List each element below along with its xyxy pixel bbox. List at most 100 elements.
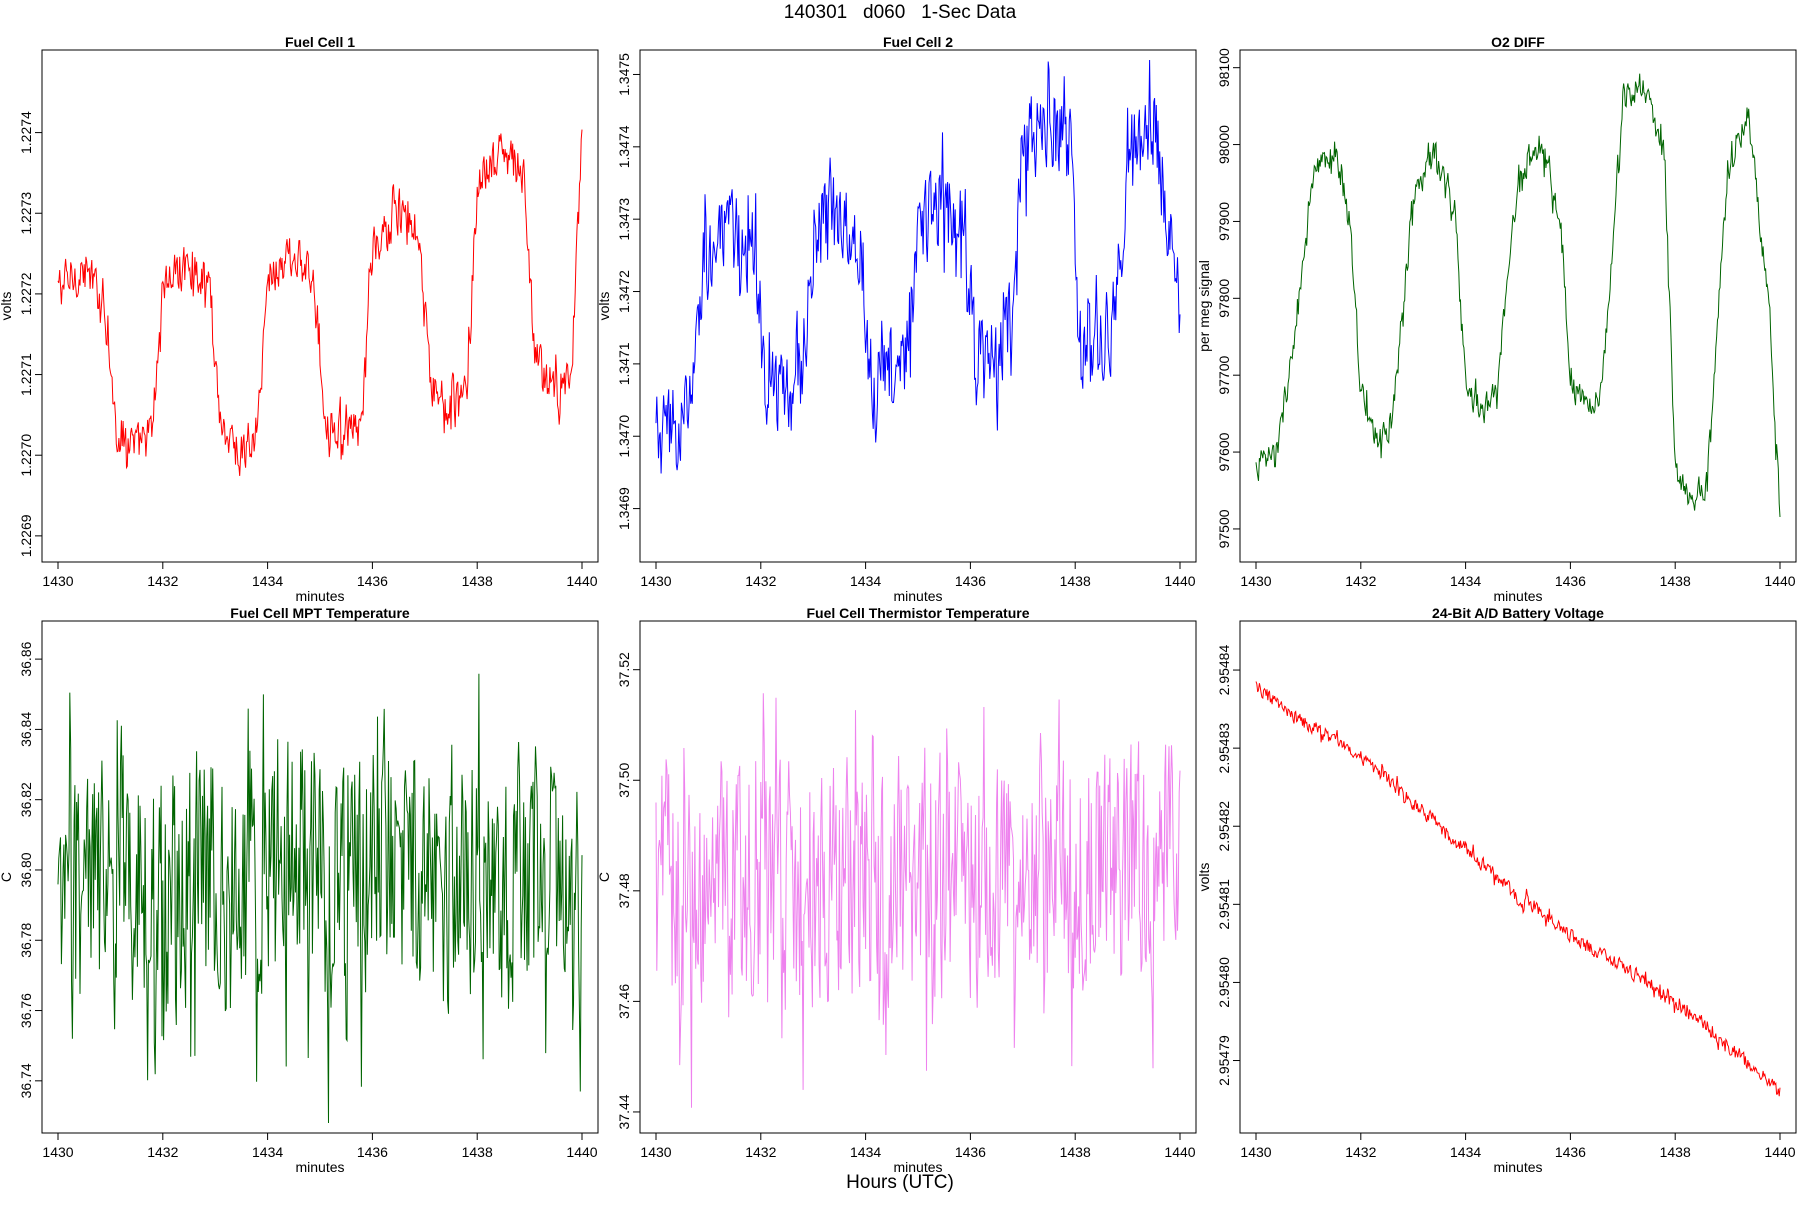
data-point [734, 233, 736, 235]
data-point [398, 212, 400, 214]
y-tick-label: 37.44 [616, 1094, 632, 1129]
x-tick-label: 1438 [1660, 573, 1691, 589]
data-point [1480, 413, 1482, 415]
data-point [1376, 443, 1378, 445]
y-tick-label: 1.3470 [616, 415, 632, 458]
y-tick-label: 2.95481 [1216, 879, 1232, 930]
x-tick-label: 1430 [1240, 573, 1271, 589]
data-point [755, 254, 757, 256]
chart-3: Fuel Cell MPT Temperature 1430 1432 1434 143… [0, 605, 599, 1175]
x-tick-label: 1430 [1240, 1144, 1271, 1160]
x-tick-label: 1440 [1164, 1144, 1195, 1160]
y-axis-label: per meg signal [1196, 260, 1212, 352]
data-point [314, 285, 316, 287]
y-tick-label: 1.2273 [18, 192, 34, 235]
y-tick-label: 1.3469 [616, 487, 632, 530]
data-point [1538, 144, 1540, 146]
data-point [450, 414, 452, 416]
data-point [1127, 146, 1129, 148]
data-point [345, 904, 347, 906]
data-point [1753, 1067, 1755, 1069]
plot-frame [639, 620, 1197, 1134]
data-point [555, 390, 557, 392]
x-tick-label: 1440 [1164, 573, 1195, 589]
data-point [1391, 420, 1393, 422]
x-tick-label: 1436 [357, 1144, 388, 1160]
data-point [1360, 755, 1362, 757]
data-point [267, 277, 269, 279]
data-point [398, 869, 400, 871]
data-point [1496, 390, 1498, 392]
data-point [1074, 862, 1076, 864]
data-point [943, 204, 945, 206]
data-point [870, 385, 872, 387]
plot-frame [41, 49, 599, 563]
plot-frame [639, 49, 1197, 563]
data-point [1491, 872, 1493, 874]
data-point [1643, 82, 1645, 84]
data-point [1622, 966, 1624, 968]
data-point [1690, 497, 1692, 499]
data-point [1601, 390, 1603, 392]
data-point [476, 188, 478, 190]
y-tick-label: 37.46 [616, 984, 632, 1019]
data-point [267, 869, 269, 871]
data-point [917, 873, 919, 875]
x-tick-label: 1436 [955, 1144, 986, 1160]
data-point [1454, 220, 1456, 222]
data-point [1412, 197, 1414, 199]
series-line [655, 693, 1181, 1108]
data-point [1276, 451, 1278, 453]
series-line [1255, 681, 1781, 1097]
data-point [1022, 868, 1024, 870]
data-point [1674, 466, 1676, 468]
y-tick-label: 98100 [1216, 48, 1232, 87]
y-tick-label: 36.80 [18, 852, 34, 887]
data-point [209, 285, 211, 287]
data-point [371, 869, 373, 871]
y-tick-label: 2.95483 [1216, 723, 1232, 774]
data-point [529, 869, 531, 871]
x-tick-label: 1436 [1555, 573, 1586, 589]
y-tick-label: 36.84 [18, 712, 34, 747]
chart-0: Fuel Cell 1 1430 1432 1434 1436 1438 1440 minut… [0, 34, 599, 604]
data-point [1011, 305, 1013, 307]
y-tick-label: 97900 [1216, 202, 1232, 241]
y-tick-label: 97500 [1216, 509, 1232, 548]
data-point [655, 862, 657, 864]
data-point [786, 385, 788, 387]
x-tick-label: 1432 [745, 573, 776, 589]
y-tick-label: 2.95480 [1216, 957, 1232, 1008]
data-point [293, 253, 295, 255]
plot-title: O2 DIFF [1491, 34, 1545, 50]
y-axis-label: volts [0, 292, 14, 321]
y-tick-label: 1.3471 [616, 342, 632, 385]
y-tick-label: 1.2272 [18, 272, 34, 315]
y-tick-label: 1.3473 [616, 198, 632, 241]
y-tick-label: 2.95484 [1216, 645, 1232, 696]
data-point [765, 392, 767, 394]
y-tick-label: 1.3474 [616, 125, 632, 168]
data-point [1281, 708, 1283, 710]
data-point [812, 884, 814, 886]
data-point [1069, 146, 1071, 148]
x-axis-label: minutes [1493, 588, 1542, 604]
data-point [136, 869, 138, 871]
x-tick-label: 1432 [745, 1144, 776, 1160]
data-point [859, 233, 861, 235]
plot-title: Fuel Cell 1 [285, 34, 355, 50]
series-line [1255, 73, 1781, 518]
y-tick-label: 37.50 [616, 763, 632, 798]
x-tick-label: 1434 [1450, 1144, 1481, 1160]
data-point [707, 890, 709, 892]
x-tick-label: 1438 [1060, 1144, 1091, 1160]
data-point [1079, 348, 1081, 350]
x-tick-label: 1436 [1555, 1144, 1586, 1160]
x-tick-label: 1438 [1060, 573, 1091, 589]
x-tick-label: 1434 [252, 573, 283, 589]
data-point [345, 438, 347, 440]
data-point [581, 132, 583, 134]
data-point [424, 904, 426, 906]
data-point [534, 357, 536, 359]
